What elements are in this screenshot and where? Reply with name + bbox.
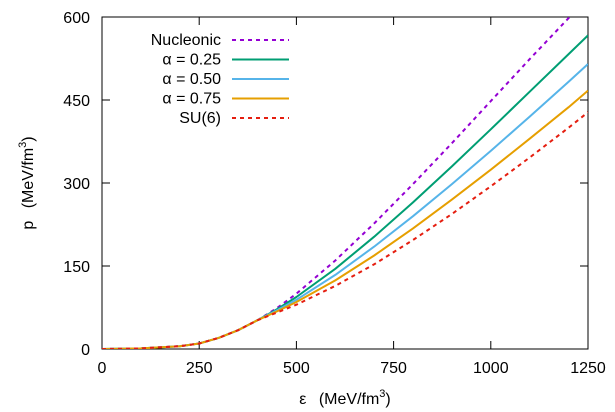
x-axis-label: ε (MeV/fm3) — [299, 388, 391, 408]
x-axis-unit-close: ) — [385, 391, 390, 408]
series-lines — [102, 17, 588, 349]
y-tick-label: 450 — [63, 93, 90, 110]
x-tick-label: 250 — [186, 360, 213, 377]
legend-label: α = 0.50 — [162, 71, 221, 88]
legend: Nucleonic α = 0.25 α = 0.50 α = 0.75 SU(6) — [151, 32, 289, 127]
series-line-4 — [102, 111, 588, 349]
legend-label: Nucleonic — [151, 32, 221, 49]
x-axis-symbol: ε — [299, 391, 306, 408]
y-tick-label: 600 — [63, 10, 90, 27]
x-axis-unit: (MeV/fm — [319, 391, 379, 408]
y-axis-unit-exponent: 3 — [17, 142, 29, 148]
x-tick-label: 1250 — [570, 360, 606, 377]
legend-label: α = 0.75 — [162, 91, 221, 108]
y-axis-symbol: p — [20, 221, 37, 230]
y-tick-label: 150 — [63, 259, 90, 276]
x-tick-label: 0 — [98, 360, 107, 377]
y-tick-label: 300 — [63, 176, 90, 193]
y-axis-unit-close: ) — [20, 136, 37, 141]
y-tick-label: 0 — [81, 342, 90, 359]
x-axis-unit-exponent: 3 — [379, 388, 385, 400]
y-axis-label: p (MeV/fm3) — [17, 136, 37, 229]
legend-label: α = 0.25 — [162, 52, 221, 69]
x-tick-label: 750 — [380, 360, 407, 377]
x-tick-label: 1000 — [473, 360, 509, 377]
x-tick-label: 500 — [283, 360, 310, 377]
legend-label: SU(6) — [179, 110, 221, 127]
y-axis-unit: (MeV/fm — [20, 148, 37, 208]
